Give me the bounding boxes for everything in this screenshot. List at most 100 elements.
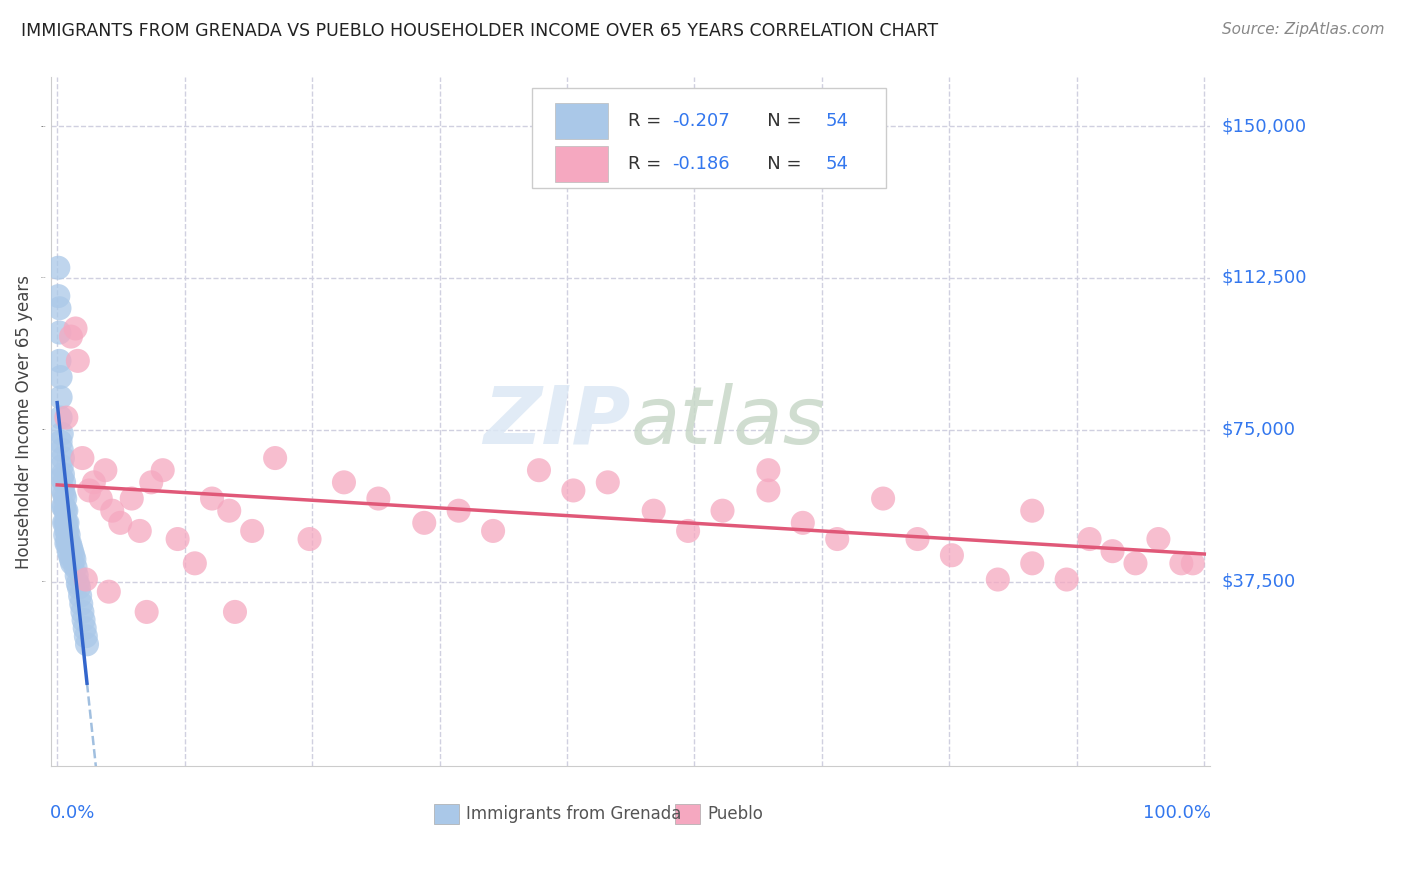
Point <box>69 589 91 603</box>
Point <box>1021 557 1043 571</box>
Text: $75,000: $75,000 <box>1222 421 1295 439</box>
Point <box>59 552 82 566</box>
Text: $150,000: $150,000 <box>1222 117 1306 135</box>
Point <box>1056 573 1078 587</box>
Point <box>66 354 89 368</box>
Point <box>135 605 157 619</box>
Point <box>152 463 174 477</box>
Point <box>53 504 76 518</box>
Point <box>56 524 79 538</box>
Point <box>872 491 894 506</box>
Point <box>59 540 82 554</box>
Point <box>1021 504 1043 518</box>
Point <box>53 475 76 490</box>
Text: 0.0%: 0.0% <box>51 804 96 822</box>
Text: R =: R = <box>628 112 668 130</box>
Point <box>83 475 105 490</box>
FancyBboxPatch shape <box>434 805 460 823</box>
Point <box>58 528 80 542</box>
Point <box>527 463 550 477</box>
Point <box>184 557 207 571</box>
Point <box>62 548 84 562</box>
Point <box>298 532 321 546</box>
Point <box>63 552 86 566</box>
Point <box>676 524 699 538</box>
FancyBboxPatch shape <box>675 805 700 823</box>
Point <box>482 524 505 538</box>
Point <box>76 637 98 651</box>
Text: N =: N = <box>749 154 807 173</box>
Point <box>447 504 470 518</box>
Point <box>53 500 76 514</box>
Point <box>49 370 72 384</box>
Point <box>55 524 77 538</box>
Point <box>58 544 80 558</box>
Text: $37,500: $37,500 <box>1222 573 1295 591</box>
Point <box>987 573 1010 587</box>
Point <box>240 524 263 538</box>
Point <box>55 410 77 425</box>
Point <box>48 301 70 316</box>
Point <box>52 500 75 514</box>
Point <box>51 471 73 485</box>
Point <box>1078 532 1101 546</box>
Text: 100.0%: 100.0% <box>1143 804 1211 822</box>
Text: R =: R = <box>628 154 668 173</box>
Point <box>73 621 96 635</box>
Point <box>60 544 83 558</box>
Point <box>46 260 69 275</box>
Point <box>128 524 150 538</box>
Text: 54: 54 <box>825 154 848 173</box>
Point <box>60 557 83 571</box>
Point <box>907 532 929 546</box>
FancyBboxPatch shape <box>555 103 607 139</box>
Text: IMMIGRANTS FROM GRENADA VS PUEBLO HOUSEHOLDER INCOME OVER 65 YEARS CORRELATION C: IMMIGRANTS FROM GRENADA VS PUEBLO HOUSEH… <box>21 22 938 40</box>
Point <box>1125 557 1147 571</box>
Point <box>49 390 72 404</box>
Point <box>46 289 69 303</box>
Point <box>75 573 97 587</box>
Point <box>101 504 124 518</box>
Y-axis label: Householder Income Over 65 years: Householder Income Over 65 years <box>15 275 32 568</box>
Point <box>562 483 585 498</box>
Point <box>711 504 734 518</box>
Point <box>58 536 80 550</box>
Point <box>56 516 79 530</box>
Text: -0.207: -0.207 <box>672 112 730 130</box>
Point <box>121 491 143 506</box>
Point <box>53 516 76 530</box>
Point <box>110 516 132 530</box>
Point <box>825 532 848 546</box>
Point <box>59 536 82 550</box>
Text: Source: ZipAtlas.com: Source: ZipAtlas.com <box>1222 22 1385 37</box>
Point <box>141 475 163 490</box>
Point <box>97 584 120 599</box>
Point <box>1147 532 1170 546</box>
Text: ZIP: ZIP <box>484 383 631 460</box>
Text: N =: N = <box>749 112 807 130</box>
Point <box>59 329 82 343</box>
Point <box>55 536 77 550</box>
Point <box>51 442 73 457</box>
Text: Immigrants from Grenada: Immigrants from Grenada <box>467 805 682 823</box>
Point <box>53 491 76 506</box>
Point <box>51 459 73 474</box>
Point <box>59 548 82 562</box>
Point <box>90 491 112 506</box>
Point <box>1170 557 1192 571</box>
Point <box>367 491 389 506</box>
FancyBboxPatch shape <box>555 145 607 182</box>
Point <box>758 483 780 498</box>
Point <box>56 536 79 550</box>
Point <box>596 475 619 490</box>
Point <box>758 463 780 477</box>
Point <box>1181 557 1204 571</box>
Point <box>201 491 224 506</box>
Point <box>49 434 72 449</box>
Point <box>53 487 76 501</box>
Point <box>65 321 87 335</box>
Point <box>66 576 89 591</box>
Point <box>72 613 94 627</box>
Point <box>65 560 87 574</box>
Point <box>66 568 89 582</box>
